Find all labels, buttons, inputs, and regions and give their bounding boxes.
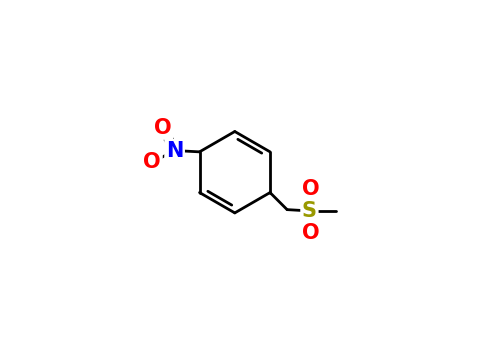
Text: O: O (154, 118, 171, 138)
Text: S: S (302, 201, 317, 221)
Text: O: O (143, 152, 161, 172)
Text: O: O (302, 179, 320, 198)
Text: N: N (166, 140, 183, 161)
Text: O: O (302, 223, 320, 243)
